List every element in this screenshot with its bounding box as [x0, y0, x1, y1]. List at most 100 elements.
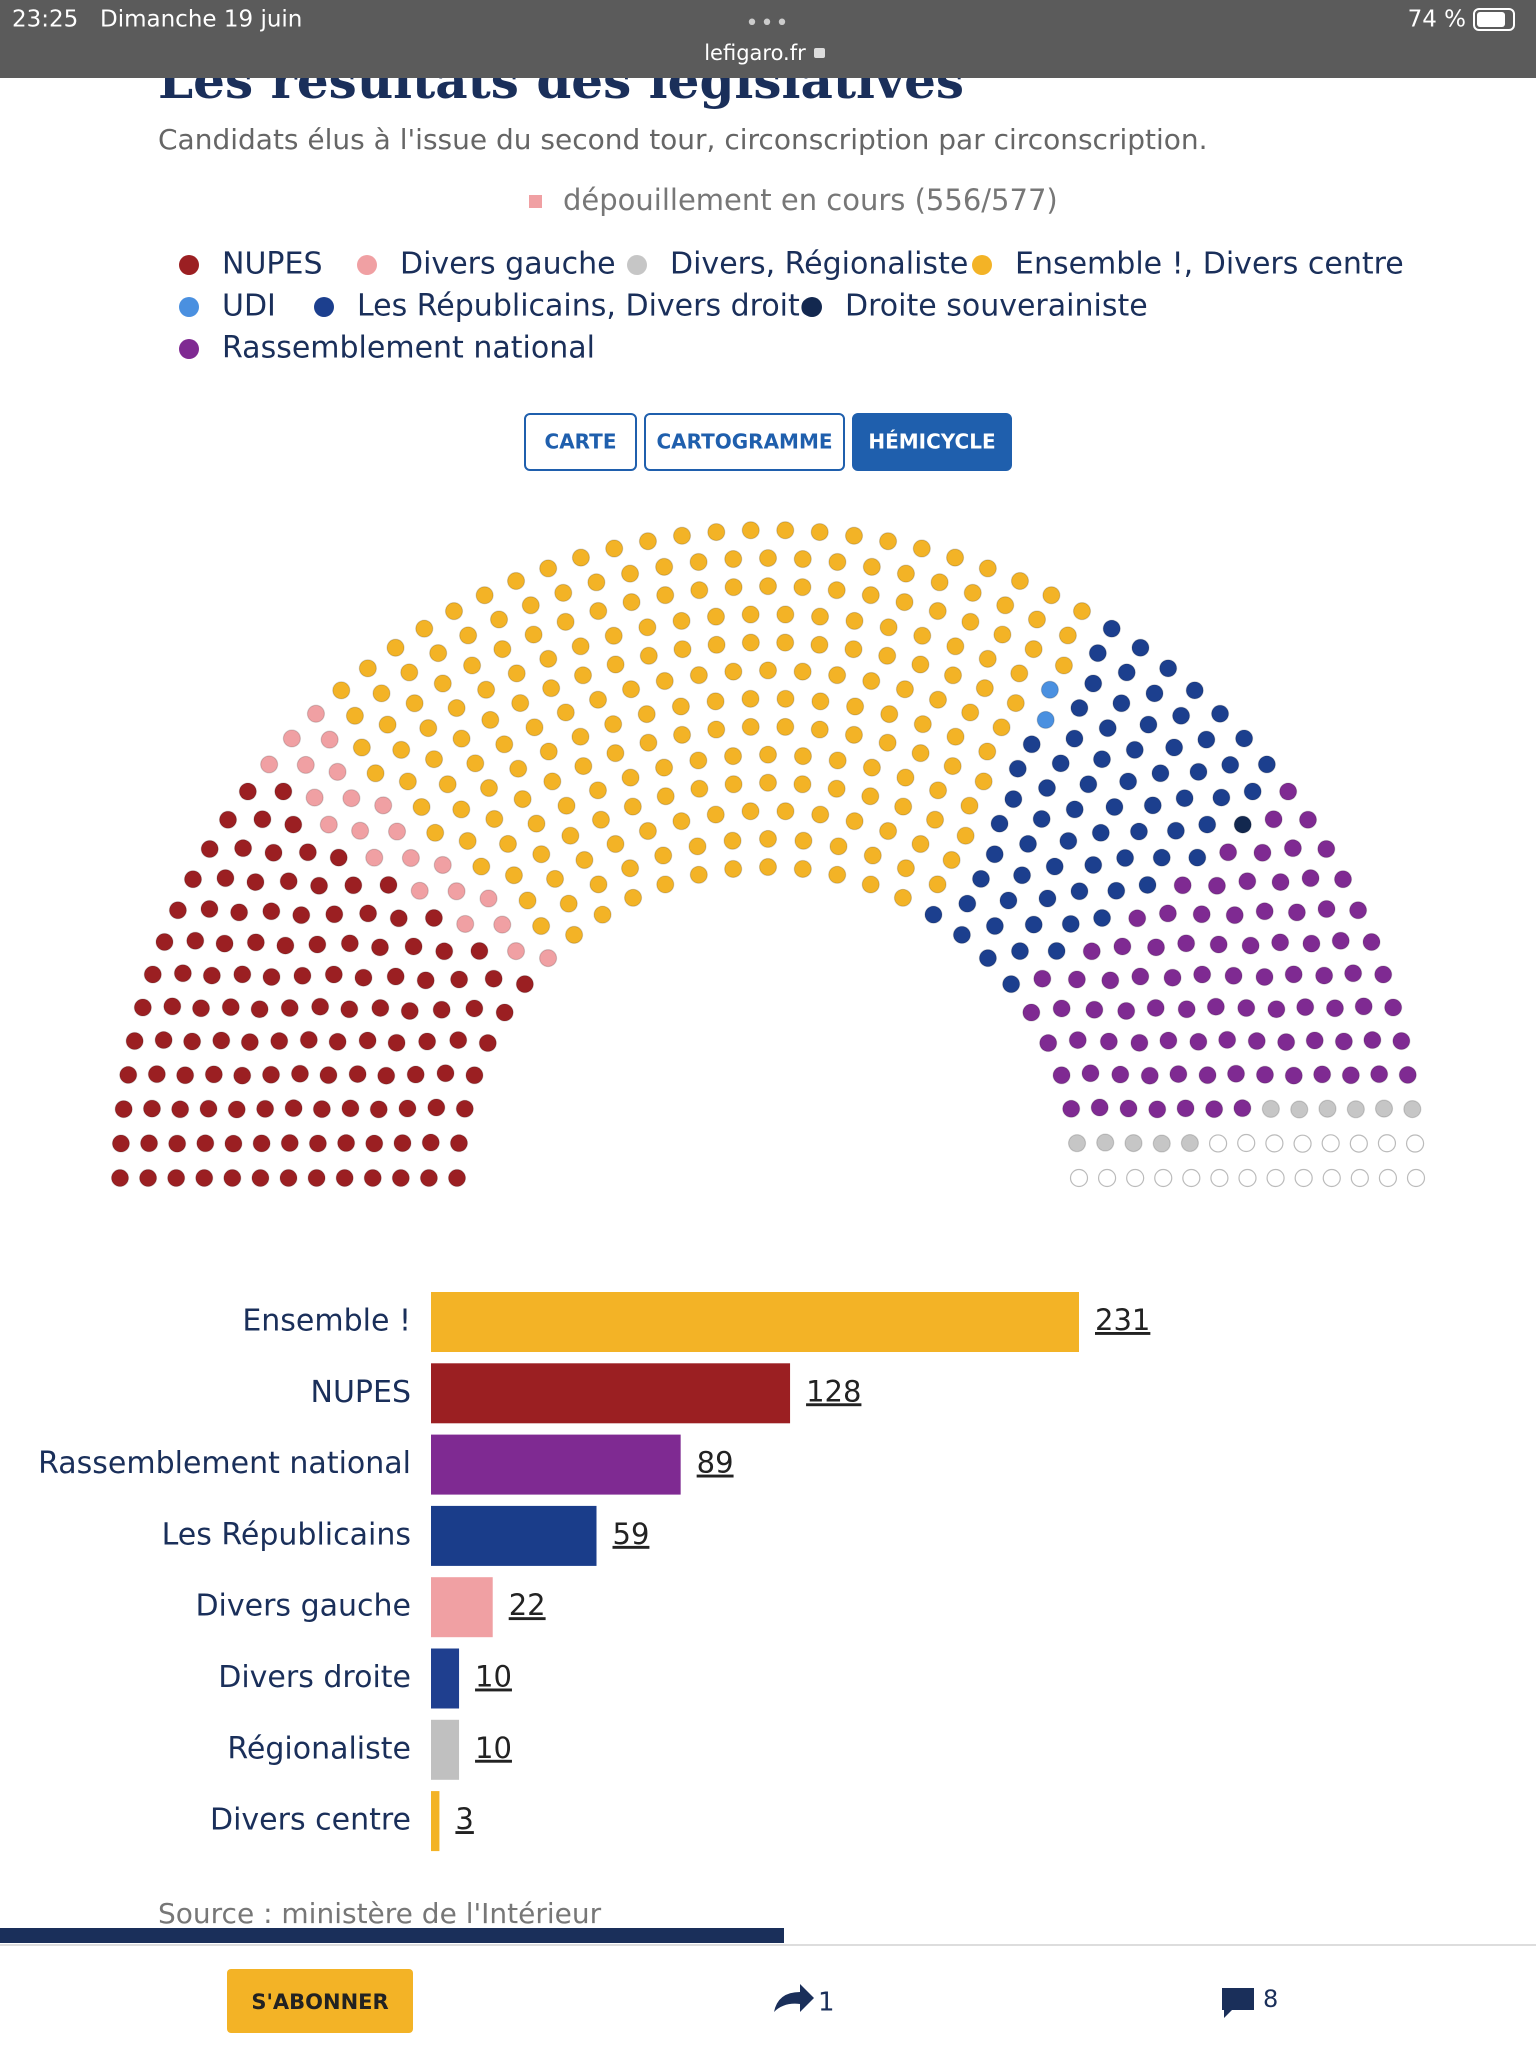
share-count[interactable]: 1	[818, 1988, 835, 2018]
seat	[511, 693, 530, 713]
seat	[1085, 1000, 1104, 1019]
seat	[1290, 1100, 1309, 1119]
seat	[462, 656, 482, 675]
seat	[1218, 1030, 1237, 1049]
seat	[1265, 1134, 1284, 1153]
seat	[1027, 610, 1047, 629]
seat	[689, 865, 708, 884]
seat	[432, 1000, 451, 1019]
tab-label[interactable]: HÉMICYCLE	[868, 430, 995, 454]
seat	[200, 899, 219, 919]
seat	[377, 1066, 396, 1085]
seat	[880, 704, 899, 724]
seat	[638, 532, 658, 551]
seat	[928, 601, 947, 621]
bar-value[interactable]: 10	[475, 1660, 512, 1694]
seat	[416, 971, 435, 990]
seat	[1139, 715, 1158, 734]
bar-value[interactable]: 231	[1095, 1303, 1150, 1337]
seat	[828, 865, 847, 884]
seat	[1207, 876, 1227, 895]
seat	[637, 704, 656, 724]
seat	[435, 942, 454, 961]
comment-count[interactable]: 8	[1263, 1985, 1278, 2013]
seat	[810, 522, 829, 542]
bar-value[interactable]: 3	[455, 1802, 473, 1836]
seat	[793, 662, 812, 681]
seat	[216, 869, 235, 888]
dots: •••	[746, 11, 791, 36]
seat	[324, 965, 343, 984]
bar	[431, 1791, 440, 1852]
tab-label[interactable]: CARTE	[545, 430, 617, 454]
seat	[176, 1066, 195, 1085]
seat	[620, 564, 640, 583]
bar-value[interactable]: 10	[475, 1731, 512, 1765]
seat	[1004, 789, 1023, 809]
subscribe-label[interactable]: S'ABONNER	[251, 1990, 388, 2014]
seat	[1318, 1099, 1337, 1118]
share-icon[interactable]	[774, 1984, 814, 2012]
seat	[532, 845, 551, 864]
seat	[1052, 999, 1071, 1018]
seat	[372, 684, 391, 703]
seat	[758, 548, 778, 568]
tab[interactable]	[644, 413, 845, 471]
seat	[985, 845, 1004, 864]
comment-icon[interactable]	[1222, 1988, 1254, 2018]
seat	[320, 730, 339, 749]
bar-value[interactable]: 128	[806, 1374, 861, 1408]
subscribe-button[interactable]	[227, 1969, 413, 2033]
seat	[1065, 800, 1084, 819]
seat	[444, 602, 464, 621]
seat	[524, 625, 543, 644]
tab-label[interactable]: CARTOGRAMME	[656, 430, 832, 454]
bar-value[interactable]: 89	[697, 1446, 734, 1480]
bar-category: Divers droite	[218, 1660, 411, 1695]
seat	[410, 881, 429, 900]
seat	[971, 869, 991, 889]
seat	[1185, 681, 1204, 700]
seat	[393, 1133, 412, 1153]
seat	[1225, 906, 1244, 925]
seat	[1113, 937, 1132, 956]
seat	[928, 875, 947, 894]
seat	[1398, 1065, 1417, 1085]
legend-marker	[357, 255, 377, 275]
seat	[958, 894, 977, 913]
tab[interactable]	[852, 413, 1012, 471]
legend-label: Divers, Régionaliste	[670, 247, 968, 282]
seat	[328, 762, 347, 781]
seat	[352, 738, 371, 757]
seat	[554, 583, 573, 602]
seat	[1283, 839, 1302, 858]
seat	[1130, 1033, 1149, 1052]
seat	[319, 1066, 338, 1085]
seat	[655, 557, 674, 576]
legend-label: Les Républicains, Divers droite	[357, 289, 818, 324]
bar-value[interactable]: 22	[509, 1588, 546, 1622]
seat	[811, 692, 830, 711]
seat	[1264, 810, 1283, 829]
seat	[1294, 1168, 1313, 1188]
seat	[1069, 1168, 1089, 1188]
seat	[1131, 638, 1150, 657]
tab[interactable]	[524, 413, 637, 471]
bar-value[interactable]: 59	[613, 1517, 650, 1551]
seat	[1012, 866, 1032, 885]
seat	[1047, 941, 1066, 961]
seat	[961, 703, 980, 722]
seat	[366, 764, 385, 783]
seat	[1092, 750, 1112, 769]
seat	[1151, 764, 1170, 783]
seat	[378, 715, 397, 734]
seat	[1040, 680, 1059, 699]
seat	[707, 720, 726, 739]
seat	[1293, 1134, 1312, 1153]
seat	[1105, 797, 1124, 817]
seat	[1317, 899, 1336, 919]
seat	[507, 664, 526, 683]
seat	[845, 611, 864, 631]
seat	[337, 1133, 356, 1153]
seat	[1374, 965, 1393, 984]
